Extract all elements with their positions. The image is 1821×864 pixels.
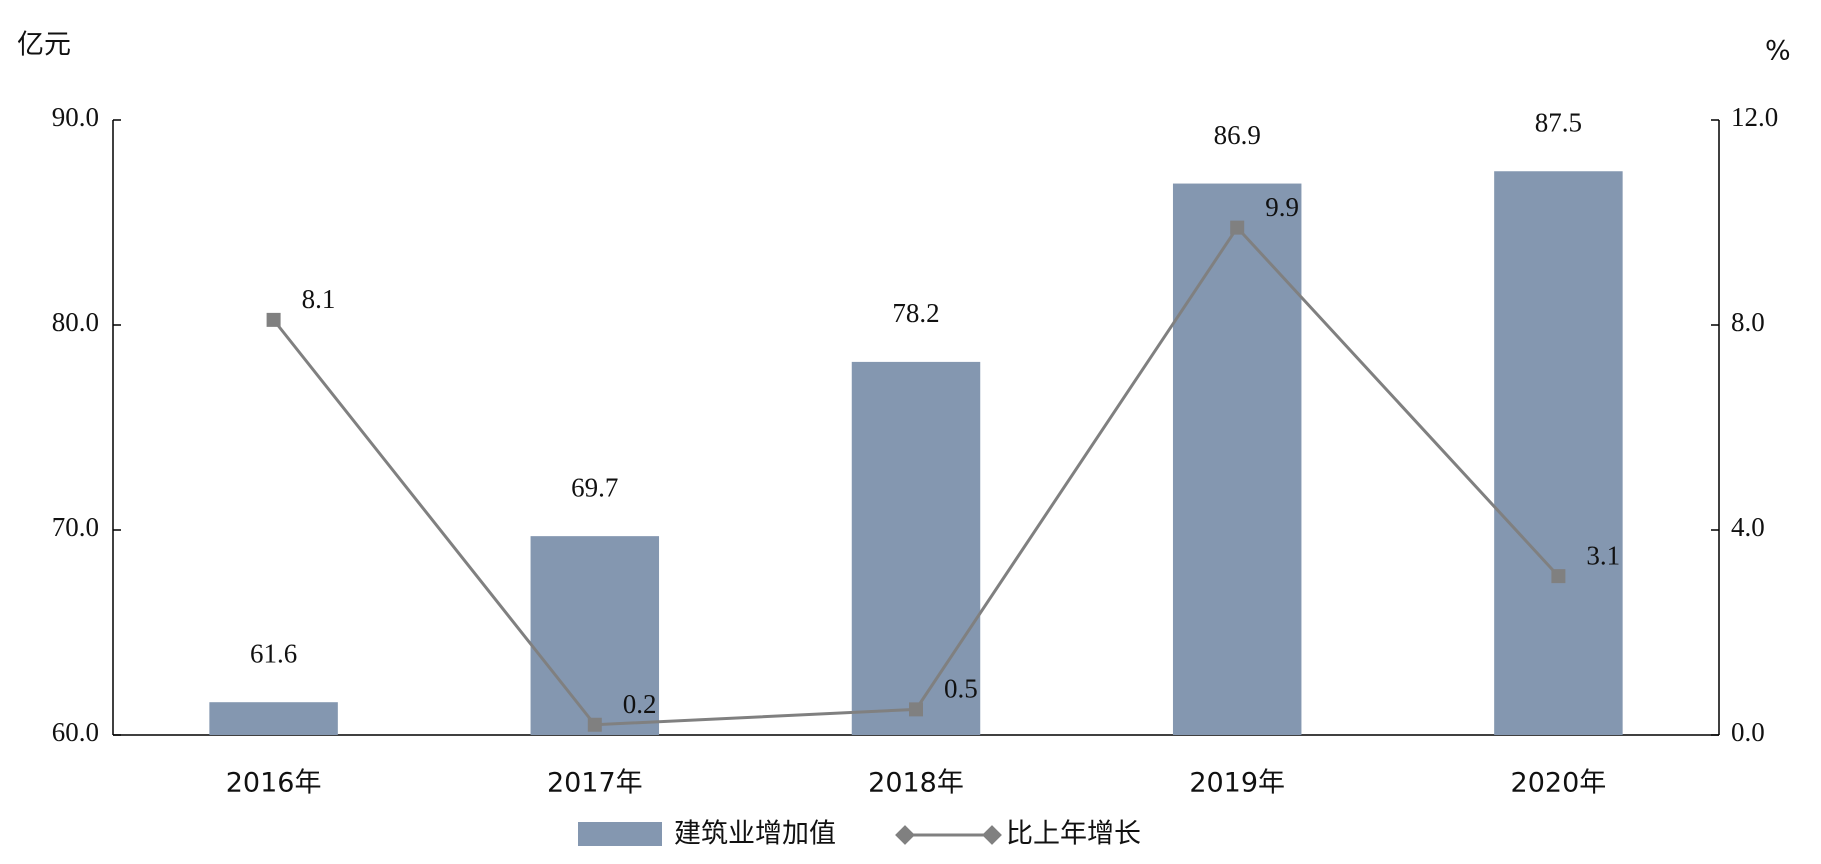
line-value-label: 9.9 bbox=[1265, 192, 1299, 222]
y2-tick-label: 12.0 bbox=[1731, 102, 1778, 132]
line-marker bbox=[909, 702, 923, 717]
line-value-label: 8.1 bbox=[302, 284, 336, 314]
y2-tick-label: 4.0 bbox=[1731, 512, 1765, 542]
x-tick-label: 2017年 bbox=[547, 768, 643, 799]
y-tick-label: 70.0 bbox=[52, 512, 99, 542]
bar bbox=[209, 702, 338, 735]
line-marker bbox=[266, 312, 281, 327]
line-value-label: 3.1 bbox=[1586, 540, 1620, 570]
y-tick-label: 60.0 bbox=[52, 717, 99, 747]
x-tick-label: 2020年 bbox=[1511, 768, 1607, 799]
legend-label: 建筑业增加值 bbox=[674, 819, 836, 850]
line-marker bbox=[587, 717, 602, 732]
x-tick-label: 2019年 bbox=[1189, 768, 1285, 799]
legend-marker bbox=[895, 825, 915, 845]
bar-value-label: 61.6 bbox=[250, 638, 297, 668]
line-marker bbox=[1230, 220, 1245, 235]
y2-unit: % bbox=[1765, 36, 1791, 67]
x-tick-label: 2016年 bbox=[226, 768, 322, 799]
legend-label: 比上年增长 bbox=[1006, 819, 1141, 850]
y2-tick-label: 0.0 bbox=[1731, 717, 1765, 747]
line-value-label: 0.2 bbox=[623, 689, 657, 719]
bar bbox=[530, 536, 660, 735]
bar bbox=[851, 361, 981, 735]
y-tick-label: 80.0 bbox=[52, 307, 99, 337]
bar bbox=[1172, 183, 1302, 736]
bar-value-label: 69.7 bbox=[571, 472, 618, 502]
line-value-label: 0.5 bbox=[944, 674, 978, 704]
y2-tick-label: 8.0 bbox=[1731, 307, 1765, 337]
x-tick-label: 2018年 bbox=[868, 768, 964, 799]
y-tick-label: 90.0 bbox=[52, 102, 99, 132]
y-unit: 亿元 bbox=[17, 30, 71, 61]
bar-value-label: 78.2 bbox=[892, 298, 939, 328]
legend-marker bbox=[982, 825, 1002, 845]
line-marker bbox=[1551, 569, 1566, 584]
bar bbox=[1494, 171, 1623, 735]
bar-value-label: 86.9 bbox=[1214, 120, 1261, 150]
legend-swatch bbox=[578, 822, 662, 846]
bar-value-label: 87.5 bbox=[1535, 107, 1582, 137]
